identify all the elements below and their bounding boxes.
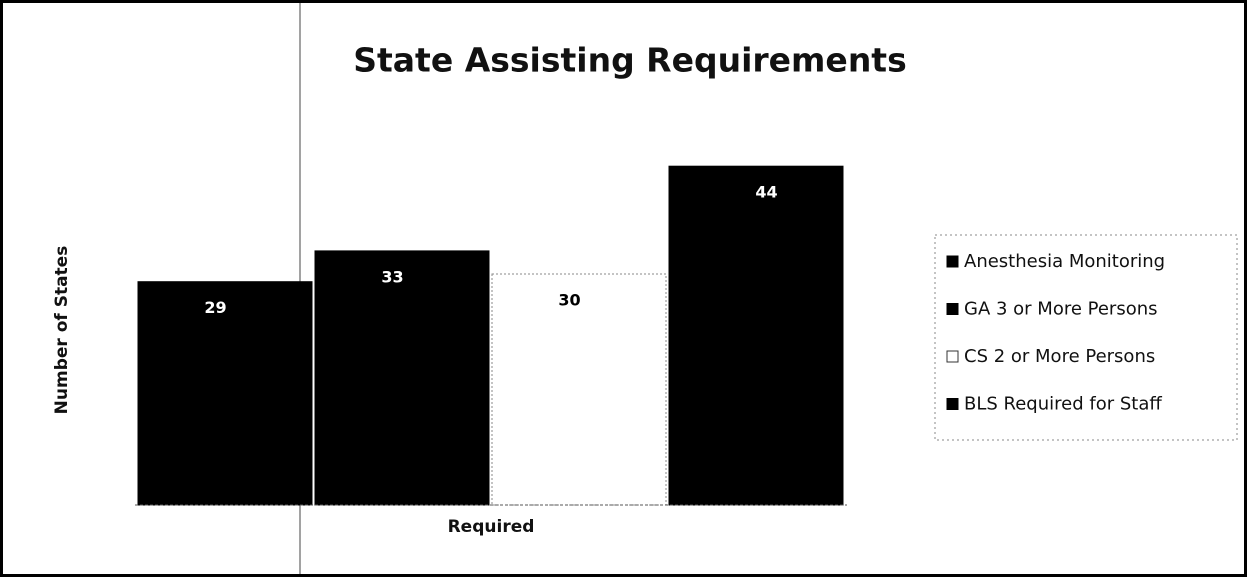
legend-label: Anesthesia Monitoring: [964, 251, 1165, 272]
data-label: 30: [558, 291, 580, 310]
legend-label: GA 3 or More Persons: [964, 299, 1158, 320]
legend-box: [934, 234, 1238, 441]
x-tick-label: Required: [448, 517, 535, 537]
bar: [314, 250, 490, 506]
bar: [668, 165, 844, 506]
legend-marker: [946, 255, 959, 268]
chart-title: State Assisting Requirements: [353, 41, 906, 80]
legend-label: CS 2 or More Persons: [964, 346, 1155, 367]
data-label: 33: [381, 267, 403, 286]
legend-marker: [946, 398, 959, 410]
bar: [491, 273, 667, 506]
bar: [137, 281, 313, 506]
legend-marker: [946, 303, 959, 315]
legend-label: BLS Required for Staff: [964, 394, 1162, 415]
data-label: 29: [204, 298, 226, 317]
y-axis-label: Number of States: [52, 246, 72, 415]
legend-marker: [946, 350, 959, 363]
data-label: 44: [755, 183, 777, 202]
